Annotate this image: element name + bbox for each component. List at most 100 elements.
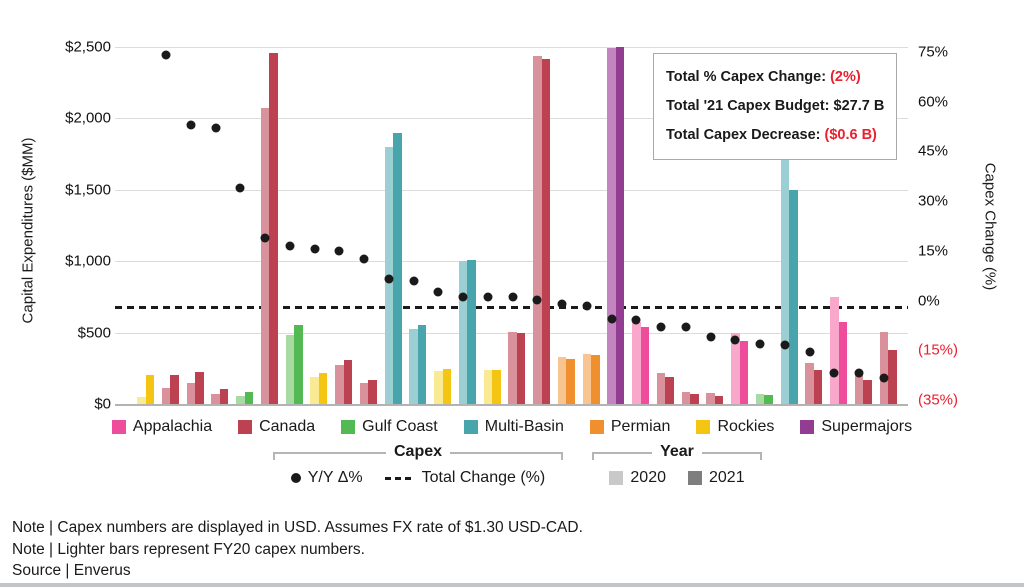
bar-2021-canada <box>368 379 377 404</box>
window-bottom-edge <box>0 583 1024 587</box>
left-axis-tick: $1,500 <box>65 181 111 199</box>
left-axis-tick: $1,000 <box>65 252 111 270</box>
bar-2020-multi-basin <box>458 260 468 404</box>
yoy-change-dot <box>681 322 691 332</box>
bar-2021-canada <box>195 371 204 404</box>
yoy-change-dot <box>730 335 740 345</box>
legend-item-multi-basin: Multi-Basin <box>463 418 564 436</box>
yoy-change-dot <box>532 295 542 305</box>
bar-2021-canada <box>714 395 724 404</box>
bar-2020-permian <box>557 356 567 404</box>
bar-2021-canada <box>665 376 674 404</box>
year-legend-label: 2020 <box>630 469 666 486</box>
bar-2020-gulf-coast <box>285 334 294 404</box>
capex-bracket-title: Capex <box>393 443 443 460</box>
bar-2020-rockies <box>434 371 443 404</box>
bar-2021-permian <box>591 355 600 404</box>
info-value: ($0.6 B) <box>824 127 877 143</box>
bar-2021-canada <box>219 389 229 404</box>
right-axis-tick: 60% <box>918 93 949 111</box>
legend-label: Rockies <box>717 418 775 435</box>
bar-2021-gulf-coast <box>294 324 303 404</box>
legend-label: Canada <box>259 418 316 435</box>
bracket-line <box>450 452 561 454</box>
bar-2020-canada <box>656 372 666 404</box>
info-label: Total '21 Capex Budget: <box>666 98 834 114</box>
bar-2020-appalachia <box>830 296 839 404</box>
bar-2020-appalachia <box>731 332 740 404</box>
legend-swatch-icon <box>589 420 604 434</box>
yoy-change-dot <box>755 339 765 349</box>
gridline <box>115 118 908 120</box>
bar-2021-canada <box>516 332 526 404</box>
gridline <box>115 189 908 191</box>
info-value: (2%) <box>830 69 861 85</box>
bar-2020-supermajors <box>607 48 616 404</box>
bracket-line <box>275 452 386 454</box>
left-axis-title: Capital Expenditures ($MM) <box>19 137 37 324</box>
right-axis-tick: (15%) <box>918 341 959 359</box>
bar-2020-canada <box>260 107 270 404</box>
note-line: Source | Enverus <box>12 562 131 579</box>
bar-2021-canada <box>863 379 872 404</box>
year-legend-label: 2021 <box>709 469 745 486</box>
right-axis-tick: 15% <box>918 242 949 260</box>
footnotes: Note | Capex numbers are displayed in US… <box>12 517 583 582</box>
info-line: Total Capex Decrease: ($0.6 B) <box>666 121 884 150</box>
yoy-change-dot <box>854 368 864 378</box>
bar-2021-rockies <box>492 369 501 404</box>
yoy-change-dot <box>260 233 270 243</box>
bracket-line <box>701 452 760 454</box>
legend-swatch-icon <box>696 420 711 434</box>
bar-2020-canada <box>508 331 517 404</box>
year-swatch-icon <box>609 471 624 485</box>
bar-2021-rockies <box>442 369 451 404</box>
legend-label: Gulf Coast <box>362 418 438 435</box>
capex-bracket: Capex <box>273 443 563 461</box>
yoy-change-dot <box>582 301 592 311</box>
bar-2021-canada <box>343 359 352 404</box>
note-line: Note | Capex numbers are displayed in US… <box>12 519 583 536</box>
yoy-change-dot <box>433 287 443 297</box>
scatter-dot-icon <box>290 473 301 483</box>
bar-2020-multi-basin <box>780 154 789 404</box>
bar-2021-multi-basin <box>467 259 476 404</box>
bracket-line <box>594 452 653 454</box>
bar-2020-rockies <box>137 396 146 404</box>
yoy-change-dot <box>409 276 418 286</box>
yoy-change-dot <box>458 292 468 302</box>
note-line: Note | Lighter bars represent FY20 capex… <box>12 540 365 558</box>
region-legend: Appalachia Canada Gulf Coast Multi-Basin Per… <box>0 418 1024 436</box>
yoy-change-dot <box>780 340 790 350</box>
bar-2020-canada <box>854 372 864 404</box>
bracket-tick <box>760 452 762 460</box>
legend-label: Appalachia <box>132 418 213 435</box>
legend-item-canada: Canada <box>238 418 315 436</box>
yoy-change-dot <box>706 332 715 342</box>
legend-swatch-icon <box>238 420 253 434</box>
total-change-legend-item: Total Change (%) <box>384 469 545 487</box>
bar-2020-multi-basin <box>409 329 418 404</box>
bar-2021-supermajors <box>615 47 625 404</box>
info-line: Total '21 Capex Budget: $27.7 B <box>666 92 884 121</box>
left-axis-tick: $0 <box>94 395 111 413</box>
yoy-legend-label: Y/Y Δ% <box>307 469 363 486</box>
bar-2020-gulf-coast <box>236 395 245 404</box>
yoy-change-dot <box>384 274 394 284</box>
bar-2021-appalachia <box>838 321 847 404</box>
bracket-tick <box>592 452 594 460</box>
yoy-change-dot <box>211 123 220 133</box>
yoy-change-dot <box>829 368 839 378</box>
yoy-change-dot <box>607 314 616 324</box>
left-axis-tick: $2,000 <box>65 109 111 127</box>
yoy-change-dot <box>186 120 196 130</box>
bar-2021-rockies <box>318 372 328 404</box>
bar-2021-multi-basin <box>789 189 798 404</box>
bar-2021-gulf-coast <box>244 392 253 404</box>
plot-area: $2,500 $2,000 $1,500 $1,000 $500 $0 75% 60% 45% 3… <box>65 39 958 413</box>
bar-2020-canada <box>879 331 888 404</box>
bracket-tick <box>273 452 275 460</box>
yoy-change-dot <box>359 254 369 264</box>
right-axis-tick: 30% <box>918 192 949 210</box>
